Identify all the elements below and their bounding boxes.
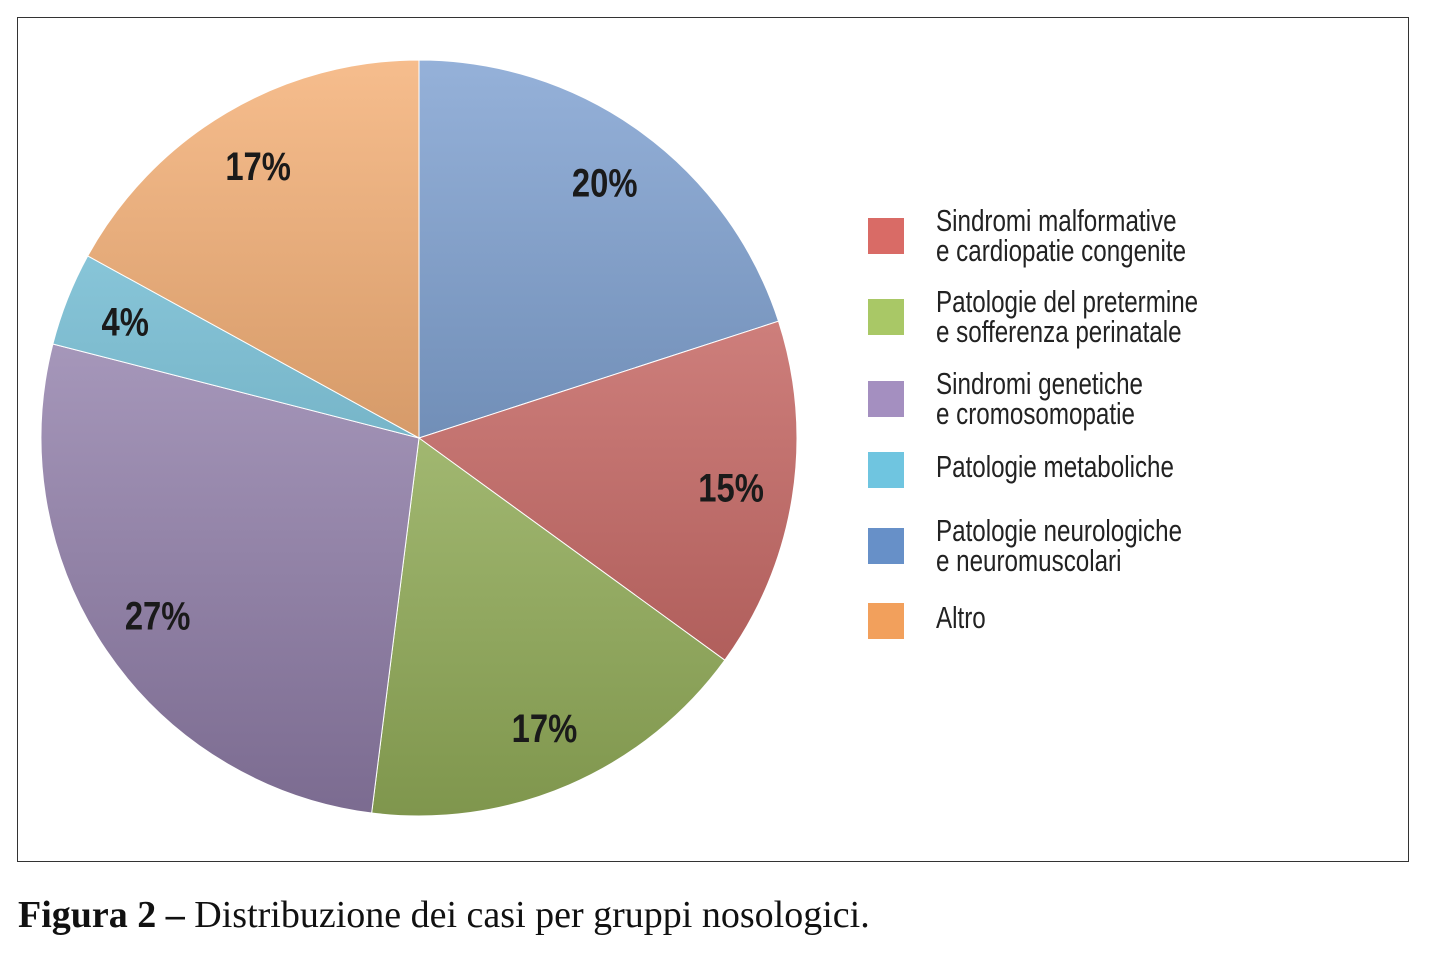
caption-text: Distribuzione dei casi per gruppi nosolo… <box>194 894 870 936</box>
caption-label: Figura 2 – <box>18 894 185 936</box>
legend-label-line: Altro <box>936 600 986 635</box>
legend-label: Sindromi malformative e cardiopatie conge… <box>936 203 1187 268</box>
legend-item: Patologie del pretermine e sofferenza per… <box>868 284 1272 349</box>
legend-item: Altro <box>868 600 1000 639</box>
legend-label: Sindromi genetiche e cromosomopatie <box>936 366 1144 431</box>
slice-data-label: 27% <box>125 594 191 639</box>
legend-swatch <box>868 218 904 254</box>
pie-slice <box>87 59 420 439</box>
legend-swatch <box>868 299 904 335</box>
slice-data-label: 4% <box>101 300 148 345</box>
legend-label-line: Sindromi malformative <box>936 203 1177 238</box>
legend-item: Patologie metaboliche <box>868 449 1241 488</box>
legend-label: Patologie del pretermine e sofferenza per… <box>936 284 1199 349</box>
slice-data-label: 15% <box>698 465 764 510</box>
legend-label-line: e sofferenza perinatale <box>936 314 1182 349</box>
pie-chart: 20% 15% 17% 27% 4% 17% <box>40 59 798 817</box>
legend-label: Patologie neurologiche e neuromuscolari <box>936 513 1183 578</box>
pie-slice <box>417 320 798 661</box>
slice-data-label: 20% <box>572 160 638 205</box>
legend-label-line: Patologie metaboliche <box>936 449 1174 484</box>
legend-label-line: Patologie del pretermine <box>936 284 1199 319</box>
figure-frame: 20% 15% 17% 27% 4% 17% Sindromi malformative e… <box>17 17 1409 862</box>
legend-label-line: e neuromuscolari <box>936 543 1122 578</box>
legend-swatch <box>868 452 904 488</box>
pie-slice <box>371 437 726 817</box>
legend-label-line: Patologie neurologiche <box>936 513 1183 548</box>
pie-slice <box>418 59 780 439</box>
legend-item: Patologie neurologiche e neuromuscolari <box>868 513 1251 578</box>
legend-item: Sindromi malformative e cardiopatie conge… <box>868 203 1257 268</box>
slice-data-label: 17% <box>512 706 578 751</box>
legend-label-line: e cromosomopatie <box>936 396 1135 431</box>
legend-swatch <box>868 603 904 639</box>
legend-label: Patologie metaboliche <box>936 449 1174 484</box>
pie-slice <box>40 343 420 814</box>
legend-label-line: e cardiopatie congenite <box>936 233 1187 268</box>
legend-swatch <box>868 381 904 417</box>
legend-label: Altro <box>936 600 986 635</box>
figure-caption: Figura 2 – Distribuzione dei casi per gr… <box>18 893 870 937</box>
legend-label-line: Sindromi genetiche <box>936 366 1144 401</box>
legend-swatch <box>868 528 904 564</box>
legend-item: Sindromi genetiche e cromosomopatie <box>868 366 1201 431</box>
slice-data-label: 17% <box>225 144 291 189</box>
